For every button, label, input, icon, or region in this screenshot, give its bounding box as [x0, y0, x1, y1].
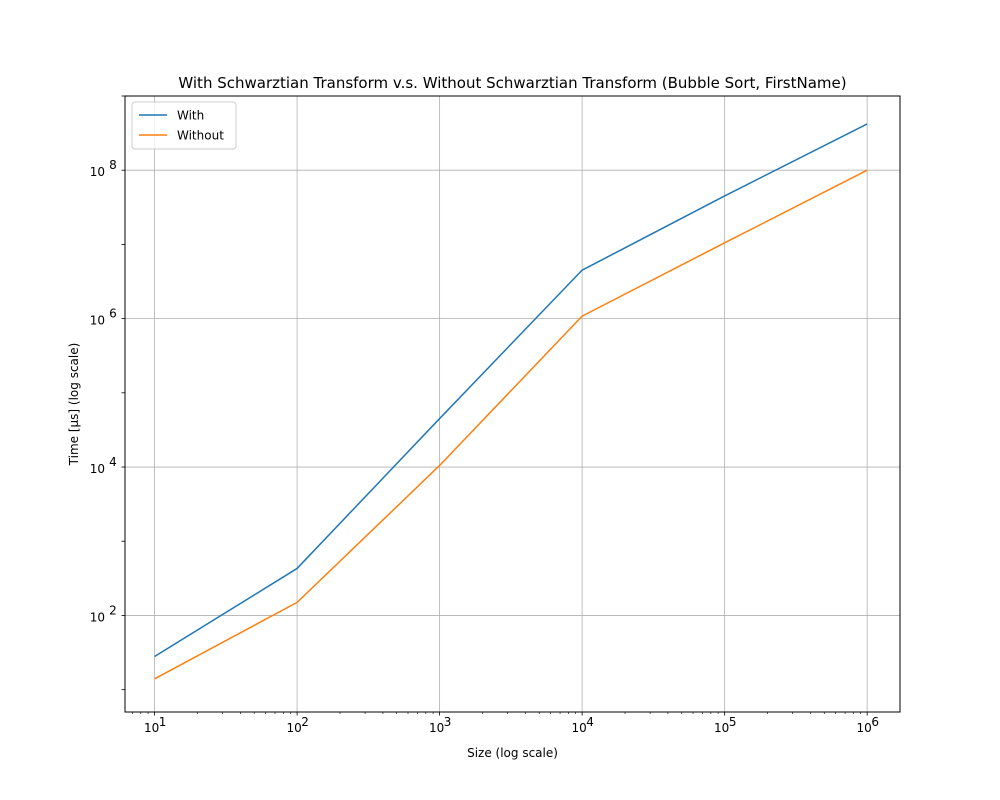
x-tick-label-exponent: 5 [729, 715, 737, 729]
y-tick-label: 10 [90, 610, 105, 624]
x-tick-label: 10 [429, 721, 444, 735]
x-tick-label-exponent: 6 [871, 715, 879, 729]
y-tick-label-exponent: 4 [109, 455, 117, 469]
x-tick-label-exponent: 3 [444, 715, 452, 729]
y-tick-label: 10 [90, 165, 105, 179]
x-tick-label-exponent: 2 [301, 715, 309, 729]
x-axis-label: Size (log scale) [467, 746, 558, 760]
legend: With Without [131, 101, 237, 150]
x-tick-label: 10 [714, 721, 729, 735]
x-tick-label: 10 [571, 721, 586, 735]
y-tick-label-exponent: 2 [109, 603, 117, 617]
grid [125, 96, 900, 712]
axis-ticks: 10 1 10 2 10 3 10 4 10 5 10 610 210 410 610 8 [90, 95, 879, 735]
x-tick-label-exponent: 1 [159, 715, 167, 729]
x-tick-label: 10 [286, 721, 301, 735]
legend-label-without: Without [177, 129, 224, 143]
y-tick-label-exponent: 8 [109, 158, 117, 172]
legend-label-with: With [177, 109, 204, 123]
x-tick-label: 10 [857, 721, 872, 735]
x-tick-label: 10 [144, 721, 159, 735]
series-line-with [154, 123, 868, 658]
y-tick-label: 10 [90, 462, 105, 476]
y-axis-label: Time [μs] (log scale) [67, 343, 81, 467]
legend-box [131, 101, 237, 150]
x-tick-label-exponent: 4 [586, 715, 594, 729]
y-tick-label: 10 [90, 314, 105, 328]
series-line-without [154, 169, 868, 680]
series-lines [154, 123, 868, 680]
chart-title: With Schwarztian Transform v.s. Without … [178, 74, 846, 92]
y-tick-label-exponent: 6 [109, 307, 117, 321]
plot-frame [124, 95, 901, 713]
